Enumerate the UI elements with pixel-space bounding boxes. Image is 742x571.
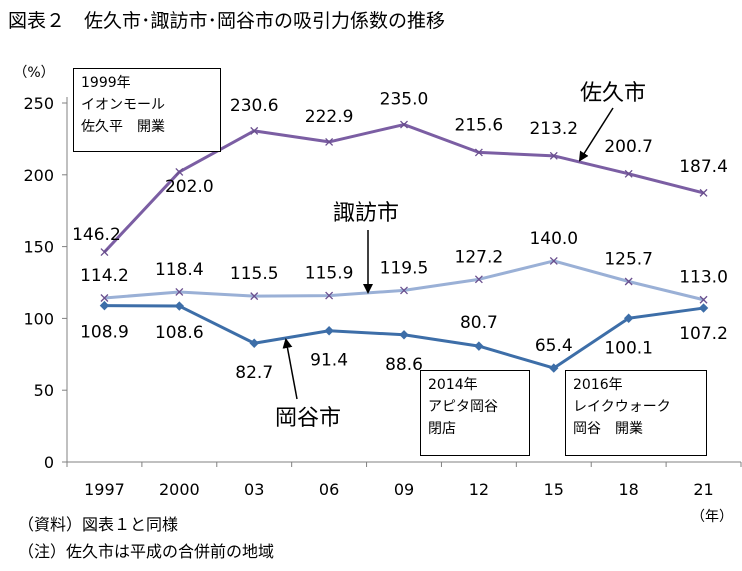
data-label: 108.6 bbox=[155, 323, 204, 343]
x-tick-label: 09 bbox=[394, 480, 414, 499]
data-label: 65.4 bbox=[535, 336, 573, 356]
data-label: 146.2 bbox=[72, 225, 121, 245]
y-tick-label: 50 bbox=[34, 381, 54, 400]
data-label: 235.0 bbox=[380, 90, 429, 110]
data-label: 187.4 bbox=[679, 157, 728, 177]
data-point bbox=[474, 341, 484, 351]
data-point bbox=[174, 301, 185, 311]
note-source: （資料）図表１と同様 bbox=[18, 515, 179, 534]
data-point bbox=[549, 257, 558, 265]
data-point bbox=[698, 303, 709, 313]
data-point bbox=[250, 126, 259, 135]
data-label: 140.0 bbox=[529, 229, 578, 249]
data-point bbox=[175, 167, 184, 176]
data-label: 91.4 bbox=[310, 351, 348, 371]
data-label: 114.2 bbox=[80, 266, 129, 286]
x-axis-unit: （年） bbox=[691, 509, 733, 525]
annotation-line: 岡谷 開業 bbox=[573, 421, 643, 437]
data-label: 213.2 bbox=[529, 119, 578, 139]
data-label: 230.6 bbox=[230, 96, 279, 116]
data-label: 88.6 bbox=[385, 355, 423, 375]
data-label: 108.9 bbox=[80, 323, 129, 343]
data-point bbox=[474, 148, 483, 157]
data-label: 115.9 bbox=[305, 264, 354, 284]
y-tick-label: 150 bbox=[23, 238, 54, 257]
data-label: 80.7 bbox=[460, 313, 498, 333]
annotation-line: イオンモール bbox=[81, 97, 165, 113]
data-label: 118.4 bbox=[155, 260, 204, 280]
y-tick-label: 250 bbox=[23, 94, 54, 113]
data-point bbox=[250, 292, 259, 301]
series-name-suwa: 諏訪市 bbox=[333, 201, 399, 226]
data-point bbox=[100, 248, 109, 257]
x-tick-label: 03 bbox=[244, 480, 264, 499]
x-tick-label: 21 bbox=[693, 480, 713, 499]
data-point bbox=[249, 338, 259, 348]
annotation-line: 1999年 bbox=[81, 75, 131, 91]
data-point bbox=[99, 300, 110, 311]
annotation-line: レイクウォーク bbox=[573, 399, 671, 415]
annotation-aeon-mall: 1999年 イオンモール 佐久平 開業 bbox=[73, 68, 221, 152]
data-label: 113.0 bbox=[679, 268, 728, 288]
data-point bbox=[549, 151, 558, 160]
data-label: 200.7 bbox=[604, 137, 653, 157]
series-name-saku: 佐久市 bbox=[580, 81, 646, 106]
data-point bbox=[624, 169, 633, 178]
y-axis-unit: （%） bbox=[13, 65, 54, 81]
data-label: 127.2 bbox=[455, 247, 504, 267]
x-tick-label: 18 bbox=[618, 480, 638, 499]
data-label: 100.1 bbox=[604, 338, 653, 358]
x-tick-label: 1997 bbox=[84, 480, 125, 499]
x-tick-label: 2000 bbox=[159, 480, 200, 499]
arrow-okaya bbox=[282, 338, 298, 400]
x-tick-label: 06 bbox=[319, 480, 339, 499]
data-point bbox=[325, 137, 334, 146]
data-point bbox=[175, 288, 184, 296]
data-point bbox=[699, 295, 708, 304]
data-point bbox=[549, 363, 559, 373]
data-point bbox=[624, 277, 633, 286]
data-label: 82.7 bbox=[235, 363, 273, 383]
annotation-line: 閉店 bbox=[428, 421, 456, 437]
data-point bbox=[699, 188, 708, 197]
data-point bbox=[324, 326, 334, 336]
x-tick-label: 15 bbox=[544, 480, 564, 499]
data-label: 125.7 bbox=[604, 249, 653, 269]
arrow-saku bbox=[578, 107, 614, 162]
note-remark: （注）佐久市は平成の合併前の地域 bbox=[18, 542, 275, 561]
annotation-lakewalk-okaya: 2016年 レイクウォーク 岡谷 開業 bbox=[565, 370, 707, 456]
data-label: 222.9 bbox=[305, 107, 354, 127]
data-point bbox=[623, 313, 634, 323]
chart-title: 図表２ 佐久市･諏訪市･岡谷市の吸引力係数の推移 bbox=[8, 10, 446, 32]
annotation-line: アピタ岡谷 bbox=[428, 399, 498, 415]
annotation-line: 佐久平 開業 bbox=[81, 119, 165, 135]
data-point bbox=[400, 120, 408, 129]
data-point bbox=[400, 286, 408, 295]
data-label: 215.6 bbox=[455, 115, 504, 135]
data-label: 107.2 bbox=[679, 324, 728, 344]
annotation-apita-okaya: 2014年 アピタ岡谷 閉店 bbox=[420, 370, 530, 456]
x-tick-label: 12 bbox=[469, 480, 489, 499]
data-label: 202.0 bbox=[165, 177, 214, 197]
data-label: 119.5 bbox=[380, 258, 429, 278]
annotation-line: 2014年 bbox=[428, 377, 478, 393]
y-tick-label: 0 bbox=[44, 453, 54, 472]
data-point bbox=[399, 330, 409, 340]
y-tick-label: 200 bbox=[23, 166, 54, 185]
data-point bbox=[100, 294, 109, 302]
series-name-okaya: 岡谷市 bbox=[275, 406, 341, 431]
data-point bbox=[325, 291, 334, 300]
annotation-line: 2016年 bbox=[573, 377, 623, 393]
data-point bbox=[474, 275, 483, 284]
data-label: 115.5 bbox=[230, 264, 279, 284]
y-tick-label: 100 bbox=[23, 309, 54, 328]
